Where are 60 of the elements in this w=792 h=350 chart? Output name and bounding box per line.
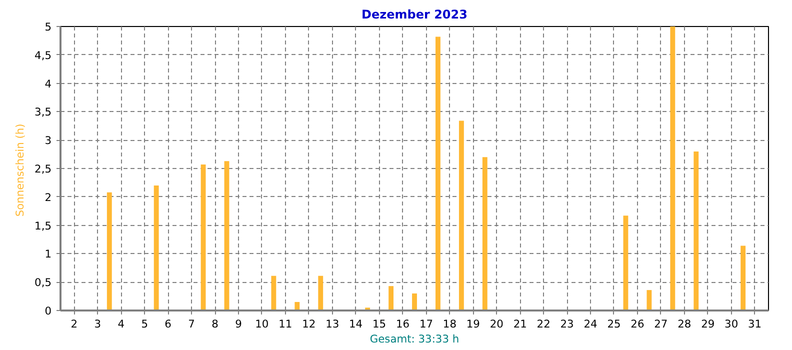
bar (740, 246, 746, 310)
y-tick-label: 4,5 (34, 48, 52, 62)
x-tick-label: 23 (560, 318, 574, 330)
x-tick-label: 8 (212, 318, 219, 330)
bar (154, 186, 159, 310)
x-tick-label: 15 (372, 318, 386, 330)
x-tick-label: 14 (349, 318, 363, 330)
y-tick-label: 4 (44, 77, 52, 90)
y-axis-title: Sonnenschein (h) (14, 124, 27, 217)
y-tick-label: 1 (44, 248, 52, 261)
y-tick-label: 5 (44, 20, 52, 34)
y-tick-label: 3,5 (34, 106, 52, 119)
x-axis-title: Gesamt: 33:33 h (370, 332, 460, 346)
x-tick-label: 25 (607, 318, 621, 330)
x-tick-label: 21 (513, 318, 527, 330)
x-tick-label: 13 (326, 318, 340, 330)
y-tick-label: 0,5 (34, 276, 52, 290)
x-tick-label: 16 (396, 318, 410, 330)
bar (271, 276, 276, 310)
bar (412, 293, 417, 310)
bar (458, 120, 464, 310)
x-tick-label: 28 (678, 318, 692, 330)
y-tick-label: 3 (44, 134, 52, 148)
bar (318, 276, 324, 310)
x-tick-label: 5 (141, 318, 148, 330)
y-tick-label: 0 (44, 304, 52, 318)
x-tick-label: 2 (70, 318, 78, 330)
x-tick-label: 9 (235, 318, 242, 330)
x-tick-label: 29 (701, 318, 715, 330)
bar (694, 151, 699, 310)
x-tick-label: 11 (278, 318, 292, 330)
x-tick-label: 18 (442, 318, 457, 330)
x-tick-label: 10 (255, 318, 269, 330)
bar (436, 36, 440, 310)
x-tick-label: 31 (748, 318, 762, 330)
bar (623, 216, 628, 310)
y-tick-label: 2 (44, 190, 52, 204)
y-tick-label: 1,5 (34, 219, 52, 232)
x-tick-label: 17 (419, 318, 434, 330)
x-tick-label: 22 (536, 318, 550, 330)
bar (388, 286, 394, 310)
bar (200, 164, 206, 310)
x-tick-label: 12 (302, 318, 316, 330)
bar (646, 290, 652, 310)
x-tick-label: 30 (724, 318, 738, 330)
x-tick-label: 19 (466, 318, 480, 330)
bar (482, 157, 488, 310)
x-tick-label: 27 (654, 318, 668, 330)
bar (106, 192, 112, 310)
x-tick-label: 26 (630, 318, 644, 330)
y-tick-label: 2,5 (34, 162, 52, 176)
x-tick-label: 6 (164, 318, 172, 330)
x-tick-label: 4 (118, 318, 125, 330)
bar (224, 161, 230, 310)
x-tick-label: 20 (490, 318, 504, 330)
x-tick-label: 3 (94, 318, 102, 330)
chart-title: Dezember 2023 (362, 8, 468, 22)
x-tick-label: 7 (188, 318, 195, 330)
bar (670, 26, 676, 310)
x-tick-label: 24 (584, 318, 598, 330)
